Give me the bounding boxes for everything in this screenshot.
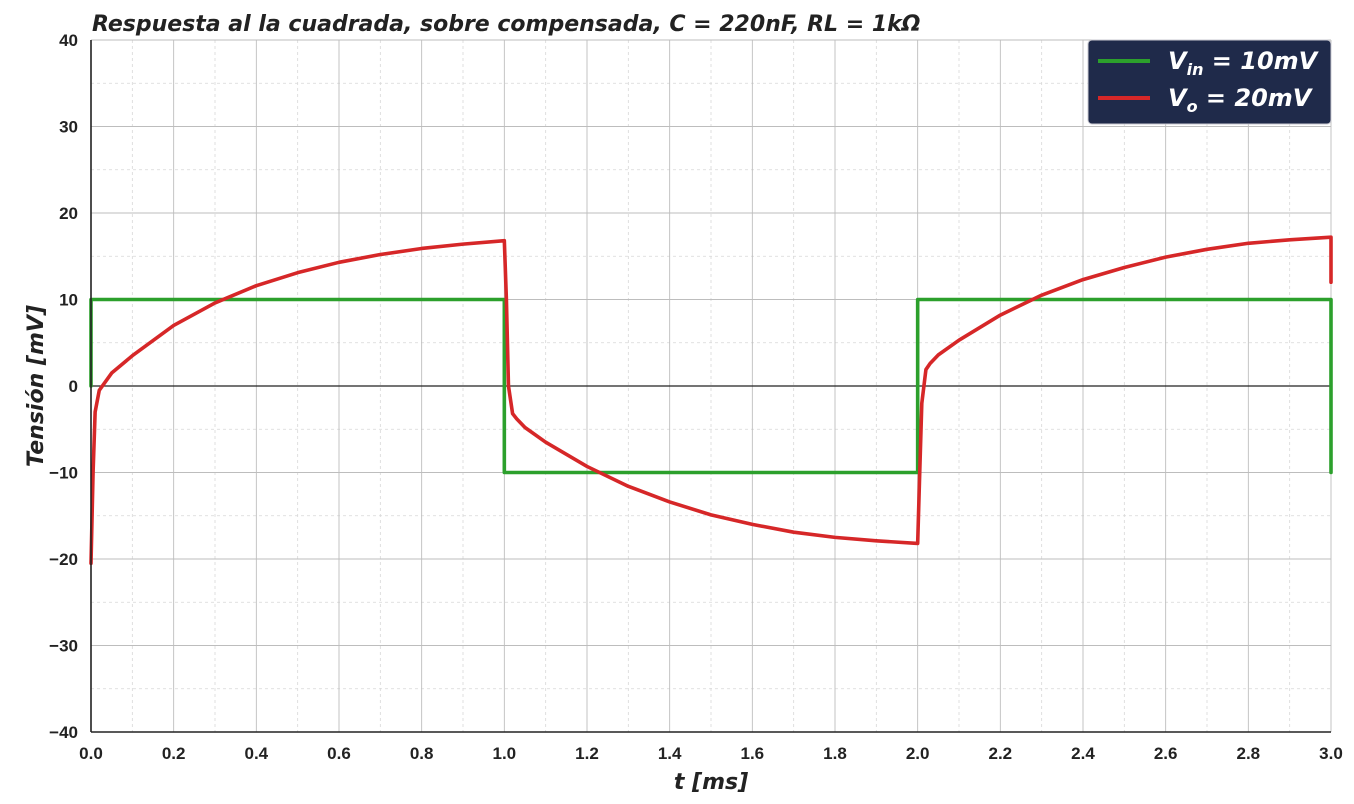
y-tick-label: −10 [49, 464, 78, 483]
y-tick-label: −20 [49, 550, 78, 569]
x-tick-label: 0.8 [410, 744, 434, 763]
axes [90, 40, 1331, 733]
x-tick-label: 2.8 [1237, 744, 1261, 763]
chart-title: Respuesta al la cuadrada, sobre compensa… [92, 12, 920, 37]
x-tick-label: 1.8 [823, 744, 847, 763]
series-line-vo [89, 235, 1333, 566]
y-tick-label: 0 [69, 377, 78, 396]
y-tick-label: 40 [59, 31, 78, 50]
x-tick-label: 0.6 [327, 744, 351, 763]
x-tick-label: 1.0 [493, 744, 517, 763]
y-tick-label: 10 [59, 291, 78, 310]
x-tick-label: 2.6 [1154, 744, 1178, 763]
x-tick-label: 2.4 [1071, 744, 1095, 763]
y-axis-label: Tensión [mV] [24, 305, 49, 467]
legend-label-vo: Vo = 20mV [1168, 84, 1314, 116]
series-layer [89, 235, 1333, 566]
series-line-vin [89, 297, 1333, 475]
y-tick-labels: −40 −30 −20 −10 0 10 20 30 40 [49, 31, 78, 742]
x-tick-label: 0.0 [79, 744, 103, 763]
x-tick-label: 1.2 [575, 744, 599, 763]
legend-label-vin: Vin = 10mV [1168, 47, 1320, 79]
y-tick-label: −40 [49, 723, 78, 742]
x-tick-labels: 0.0 0.2 0.4 0.6 0.8 1.0 1.2 1.4 1.6 1.8 2.0 2.2 2.4 2… [79, 744, 1343, 763]
x-tick-label: 0.2 [162, 744, 186, 763]
x-tick-label: 2.0 [906, 744, 930, 763]
x-tick-label: 0.4 [245, 744, 269, 763]
x-tick-label: 1.4 [658, 744, 682, 763]
legend: Vin = 10mV Vo = 20mV [1087, 39, 1332, 125]
x-axis-label: t [ms] [674, 770, 748, 795]
x-tick-label: 3.0 [1319, 744, 1343, 763]
x-tick-label: 2.2 [989, 744, 1013, 763]
y-tick-label: 20 [59, 204, 78, 223]
y-tick-label: −30 [49, 637, 78, 656]
y-tick-label: 30 [59, 118, 78, 137]
x-tick-label: 1.6 [741, 744, 765, 763]
